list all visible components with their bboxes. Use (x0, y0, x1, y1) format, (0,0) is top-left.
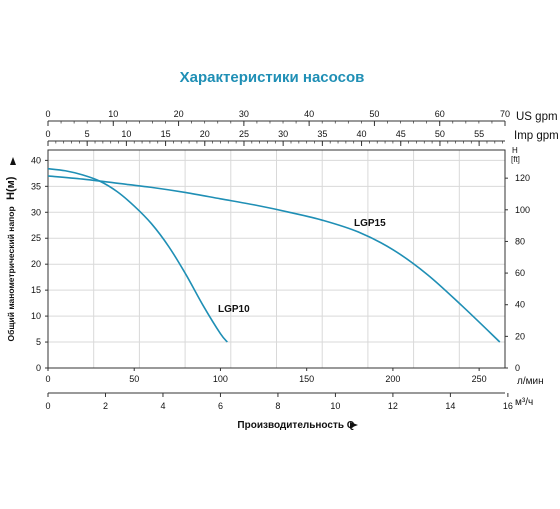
l-min-tick-label: 50 (129, 374, 139, 384)
head-m-tick-label: 40 (31, 155, 41, 165)
us-gpm-tick-label: 30 (239, 109, 249, 119)
head-m-tick-label: 20 (31, 259, 41, 269)
head-feet-axis: 0 20 40 60 80 100 120 (505, 173, 530, 373)
series-labels: LGP10 LGP15 (218, 218, 386, 315)
head-ft-tick-label: 40 (515, 300, 525, 310)
x-axis-arrow-icon (350, 422, 358, 428)
head-m-tick-label: 10 (31, 311, 41, 321)
imp-gpm-axis: 0 5 10 15 20 25 30 35 40 45 50 55 (45, 129, 505, 146)
l-min-tick-label: 100 (213, 374, 228, 384)
series-label-lgp10: LGP10 (218, 304, 250, 315)
y-axis-arrow-icon (10, 157, 16, 165)
x-axis-title: Производительность Q (237, 420, 354, 431)
pump-curves (47, 167, 501, 343)
l-min-unit: л/мин (517, 376, 544, 387)
head-ft-tick-label: 80 (515, 236, 525, 246)
head-feet-unit-ft: [ft] (511, 155, 520, 164)
curve-lgp15 (47, 175, 501, 343)
head-m-tick-label: 15 (31, 285, 41, 295)
m3h-tick-label: 8 (275, 401, 280, 411)
imp-gpm-tick-label: 5 (85, 129, 90, 139)
imp-gpm-tick-label: 10 (121, 129, 131, 139)
head-m-tick-label: 5 (36, 337, 41, 347)
imp-gpm-unit: Imp gpm (514, 130, 559, 142)
imp-gpm-tick-label: 55 (474, 129, 484, 139)
svg-text:Общий манометрический напор: Общий манометрический напор H(м) (5, 176, 17, 341)
m3h-tick-label: 2 (103, 401, 108, 411)
imp-gpm-tick-label: 35 (317, 129, 327, 139)
plot-grid (48, 150, 505, 368)
y-axis-title: Общий манометрический напор H(м) (5, 157, 17, 341)
l-min-tick-label: 200 (385, 374, 400, 384)
head-ft-tick-label: 60 (515, 268, 525, 278)
imp-gpm-tick-label: 25 (239, 129, 249, 139)
head-meters-axis: 0 5 10 15 20 25 30 35 40 (31, 155, 48, 373)
m3h-tick-label: 0 (45, 401, 50, 411)
head-m-tick-label: 35 (31, 181, 41, 191)
us-gpm-unit: US gpm (516, 111, 558, 123)
head-m-tick-label: 0 (36, 363, 41, 373)
us-gpm-tick-label: 70 (500, 109, 510, 119)
head-ft-tick-label: 100 (515, 205, 530, 215)
m3h-tick-label: 10 (330, 401, 340, 411)
imp-gpm-tick-label: 0 (45, 129, 50, 139)
us-gpm-tick-label: 10 (108, 109, 118, 119)
plot-frame (47, 149, 506, 369)
l-min-tick-label: 250 (472, 374, 487, 384)
head-feet-unit-h: H (512, 146, 518, 155)
imp-gpm-tick-label: 20 (200, 129, 210, 139)
m3h-tick-label: 6 (218, 401, 223, 411)
us-gpm-tick-label: 40 (304, 109, 314, 119)
us-gpm-axis: 0 10 20 30 40 50 60 70 (45, 109, 510, 126)
m3h-tick-label: 12 (388, 401, 398, 411)
head-m-tick-label: 30 (31, 207, 41, 217)
m3h-tick-label: 16 (503, 401, 513, 411)
head-m-tick-label: 25 (31, 233, 41, 243)
us-gpm-tick-label: 60 (435, 109, 445, 119)
m3h-tick-label: 4 (160, 401, 165, 411)
imp-gpm-tick-label: 40 (357, 129, 367, 139)
us-gpm-tick-label: 20 (174, 109, 184, 119)
head-ft-tick-label: 20 (515, 331, 525, 341)
curve-lgp10 (47, 167, 228, 343)
head-ft-tick-label: 120 (515, 173, 530, 183)
imp-gpm-tick-label: 30 (278, 129, 288, 139)
y-axis-label: Общий манометрический напор (6, 206, 16, 341)
l-min-axis: 0 50 100 150 200 250 (45, 368, 487, 384)
chart-title: Характеристики насосов (180, 69, 365, 86)
l-min-tick-label: 150 (299, 374, 314, 384)
l-min-tick-label: 0 (45, 374, 50, 384)
y-axis-unit: H(м) (5, 176, 17, 200)
m3h-tick-label: 14 (445, 401, 455, 411)
us-gpm-tick-label: 50 (369, 109, 379, 119)
imp-gpm-tick-label: 50 (435, 129, 445, 139)
imp-gpm-tick-label: 15 (161, 129, 171, 139)
us-gpm-tick-label: 0 (45, 109, 50, 119)
m3h-axis: 0 2 4 6 8 10 12 14 16 (45, 393, 513, 411)
head-ft-tick-label: 0 (515, 363, 520, 373)
m3h-unit: м³/ч (515, 397, 533, 408)
imp-gpm-tick-label: 45 (396, 129, 406, 139)
series-label-lgp15: LGP15 (354, 218, 386, 229)
